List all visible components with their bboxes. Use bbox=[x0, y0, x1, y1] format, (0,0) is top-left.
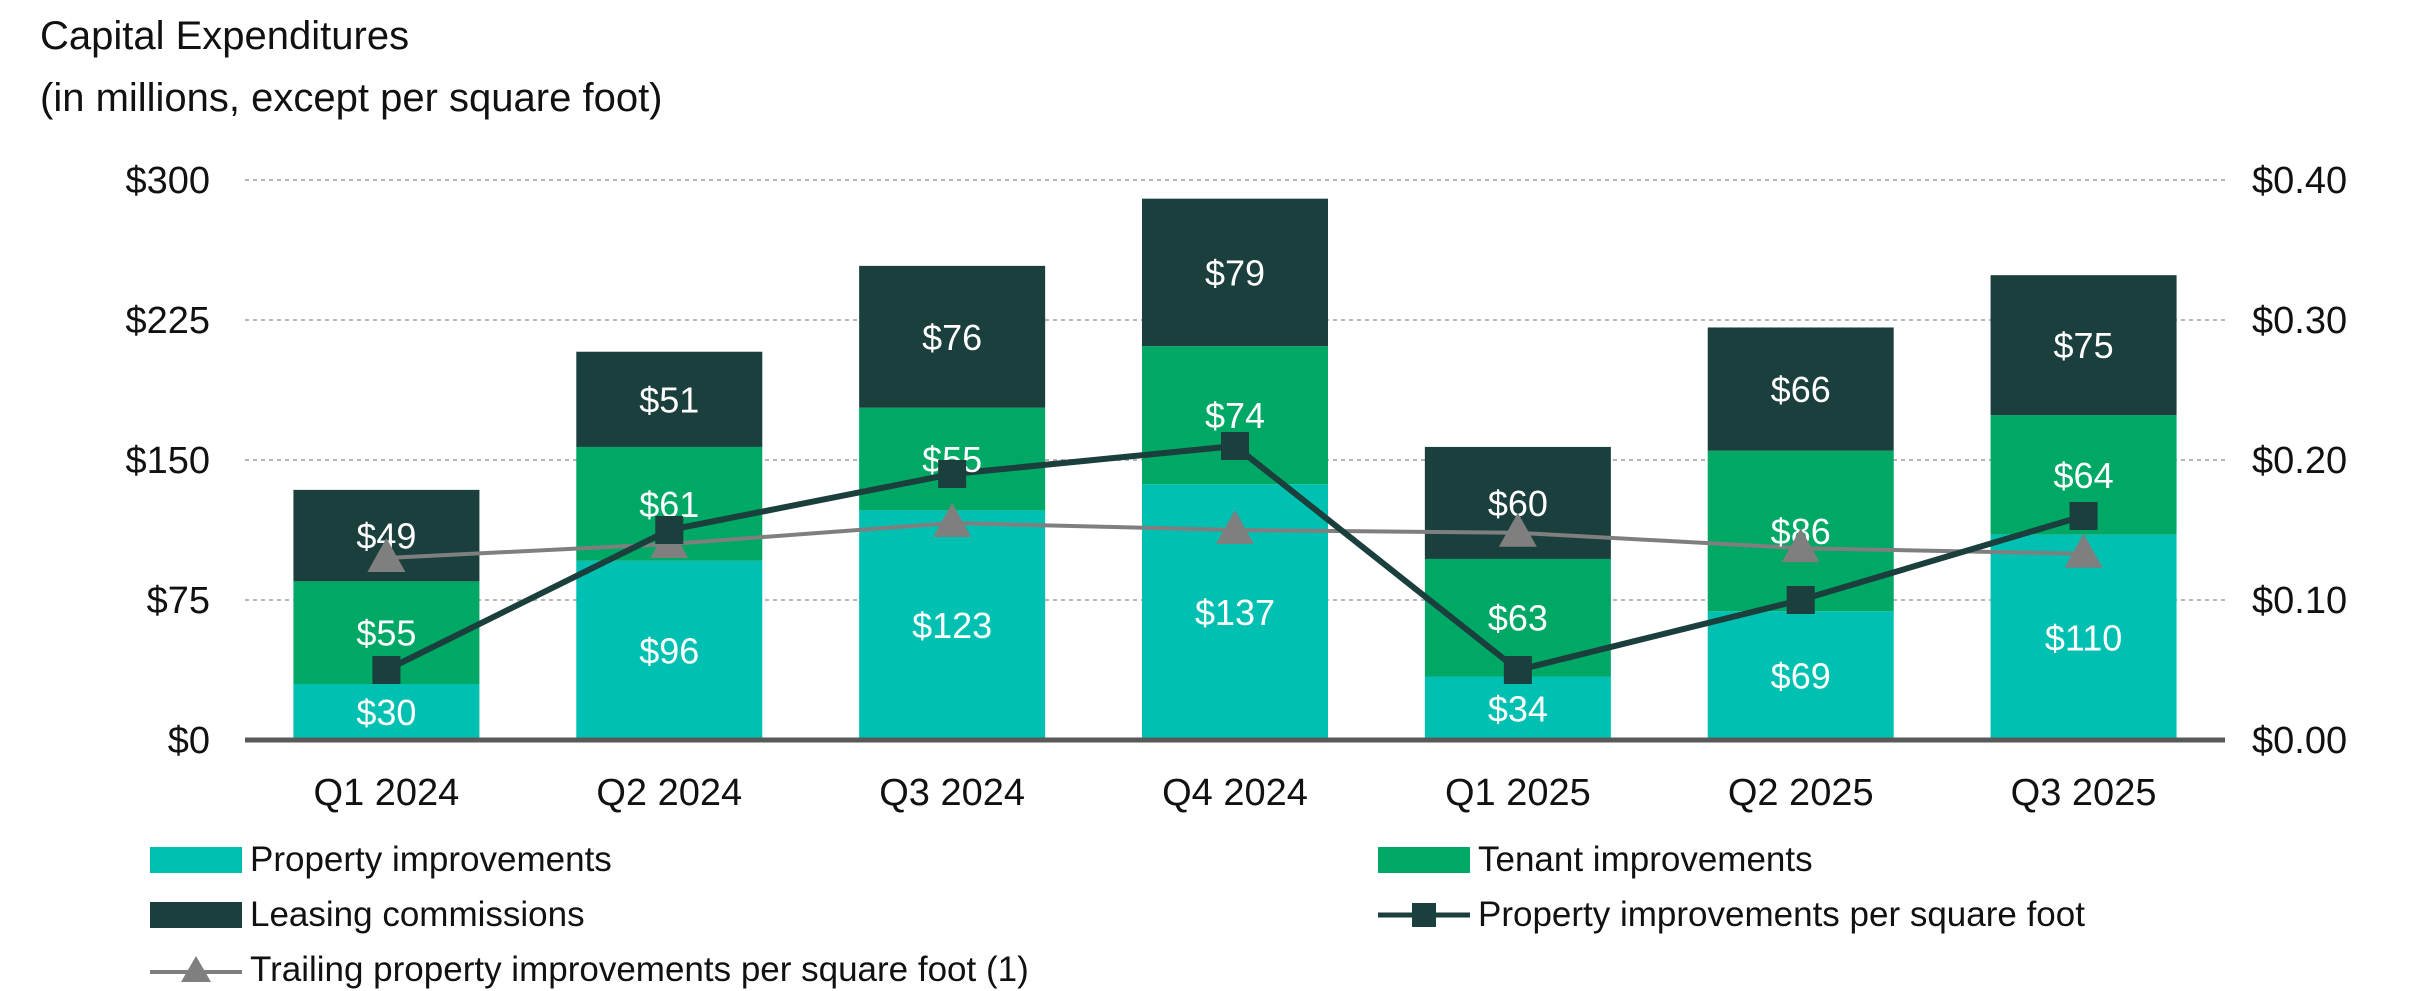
bar-segment bbox=[576, 560, 763, 740]
bar-data-label: $34 bbox=[1488, 688, 1548, 729]
bar-data-label: $55 bbox=[356, 613, 416, 654]
bar-data-label: $51 bbox=[639, 379, 699, 420]
bar-data-label: $96 bbox=[639, 630, 699, 671]
bar-data-label: $79 bbox=[1205, 252, 1265, 293]
y-left-tick-label: $150 bbox=[125, 440, 210, 482]
pi-per-sqft-square-point bbox=[1503, 656, 1532, 684]
bar-segment bbox=[859, 265, 1046, 408]
bar-segment bbox=[1707, 611, 1894, 740]
legend-triangle-marker-icon bbox=[150, 956, 242, 982]
bar-data-label: $75 bbox=[2054, 325, 2114, 366]
x-tick-label: Q1 2025 bbox=[1445, 772, 1591, 814]
trailing-pi-triangle-point bbox=[1498, 512, 1537, 547]
trailing-pi-triangle-point bbox=[1781, 528, 1820, 563]
legend-leasing-commissions: Leasing commissions bbox=[150, 895, 585, 935]
legend-property-improvements: Property improvements bbox=[150, 840, 612, 880]
y-right-tick-label: $0.00 bbox=[2252, 720, 2347, 762]
trailing-pi-triangle-point bbox=[2064, 533, 2103, 568]
x-tick-label: Q2 2025 bbox=[1728, 772, 1874, 814]
trailing-pi-triangle-point bbox=[933, 503, 972, 537]
x-tick-label: Q4 2024 bbox=[1162, 772, 1308, 814]
pi-per-sqft-square-point bbox=[655, 516, 684, 544]
bar-segment bbox=[293, 684, 480, 740]
chart-title: Capital Expenditures bbox=[40, 14, 410, 58]
bar-data-label: $74 bbox=[1205, 395, 1265, 436]
y-right-tick-label: $0.10 bbox=[2252, 580, 2347, 622]
y-left-tick-label: $225 bbox=[125, 300, 210, 342]
bar-segment bbox=[1142, 346, 1328, 485]
x-tick-label: Q3 2025 bbox=[2011, 772, 2157, 814]
x-tick-label: Q3 2024 bbox=[879, 772, 1025, 814]
chart-subtitle: (in millions, except per square foot) bbox=[40, 76, 663, 120]
bar-data-label: $66 bbox=[1771, 369, 1831, 410]
legend-label: Property improvements per square foot bbox=[1478, 895, 2085, 934]
trailing-pi-triangle-point bbox=[1216, 510, 1254, 544]
bar-data-label: $137 bbox=[1195, 592, 1275, 633]
bar-segment bbox=[576, 351, 763, 447]
legend-square-marker-icon bbox=[1378, 903, 1470, 927]
bar-segment bbox=[1990, 534, 2177, 740]
pi-per-sqft-square-point bbox=[1221, 432, 1249, 460]
bar-data-label: $30 bbox=[356, 692, 416, 733]
bar-segment bbox=[1424, 676, 1611, 740]
legend-trailing-pi-per-sqft: Trailing property improvements per squar… bbox=[150, 950, 1029, 990]
pi-per-sqft-square-point bbox=[1786, 586, 1815, 614]
legend-pi-per-sqft: Property improvements per square foot bbox=[1378, 895, 2085, 935]
y-right-tick-label: $0.30 bbox=[2252, 300, 2347, 342]
bar-data-label: $110 bbox=[2045, 617, 2122, 658]
bar-data-label: $64 bbox=[2054, 455, 2114, 496]
bar-segment bbox=[1707, 327, 1894, 451]
legend-label: Property improvements bbox=[250, 840, 612, 879]
legend-swatch-leasing-commissions bbox=[150, 902, 242, 928]
bar-segment bbox=[1990, 275, 2177, 416]
y-right-tick-label: $0.40 bbox=[2252, 160, 2347, 202]
x-tick-label: Q1 2024 bbox=[314, 772, 460, 814]
legend-tenant-improvements: Tenant improvements bbox=[1378, 840, 1813, 880]
legend-swatch-property-improvements bbox=[150, 847, 242, 873]
bar-data-label: $123 bbox=[912, 605, 992, 646]
legend-label: Leasing commissions bbox=[250, 895, 585, 934]
x-tick-label: Q2 2024 bbox=[596, 772, 742, 814]
pi-per-sqft-square-point bbox=[2069, 502, 2098, 530]
pi-per-sqft-square-point bbox=[372, 656, 401, 684]
bar-segment bbox=[859, 407, 1046, 511]
y-left-tick-label: $0 bbox=[168, 720, 210, 762]
bar-data-label: $76 bbox=[922, 317, 982, 358]
y-left-tick-label: $75 bbox=[147, 580, 210, 622]
legend-swatch-tenant-improvements bbox=[1378, 847, 1470, 873]
y-left-tick-label: $300 bbox=[125, 160, 210, 202]
bar-data-label: $63 bbox=[1488, 598, 1548, 639]
trailing-pi-triangle-point bbox=[367, 538, 406, 572]
bar-data-label: $69 bbox=[1771, 656, 1831, 697]
bar-segment bbox=[1142, 198, 1328, 347]
legend-label: Trailing property improvements per squar… bbox=[250, 950, 1029, 989]
bar-segment bbox=[859, 510, 1046, 740]
legend-label: Tenant improvements bbox=[1478, 840, 1813, 879]
y-right-tick-label: $0.20 bbox=[2252, 440, 2347, 482]
pi-per-sqft-square-point bbox=[938, 460, 967, 488]
